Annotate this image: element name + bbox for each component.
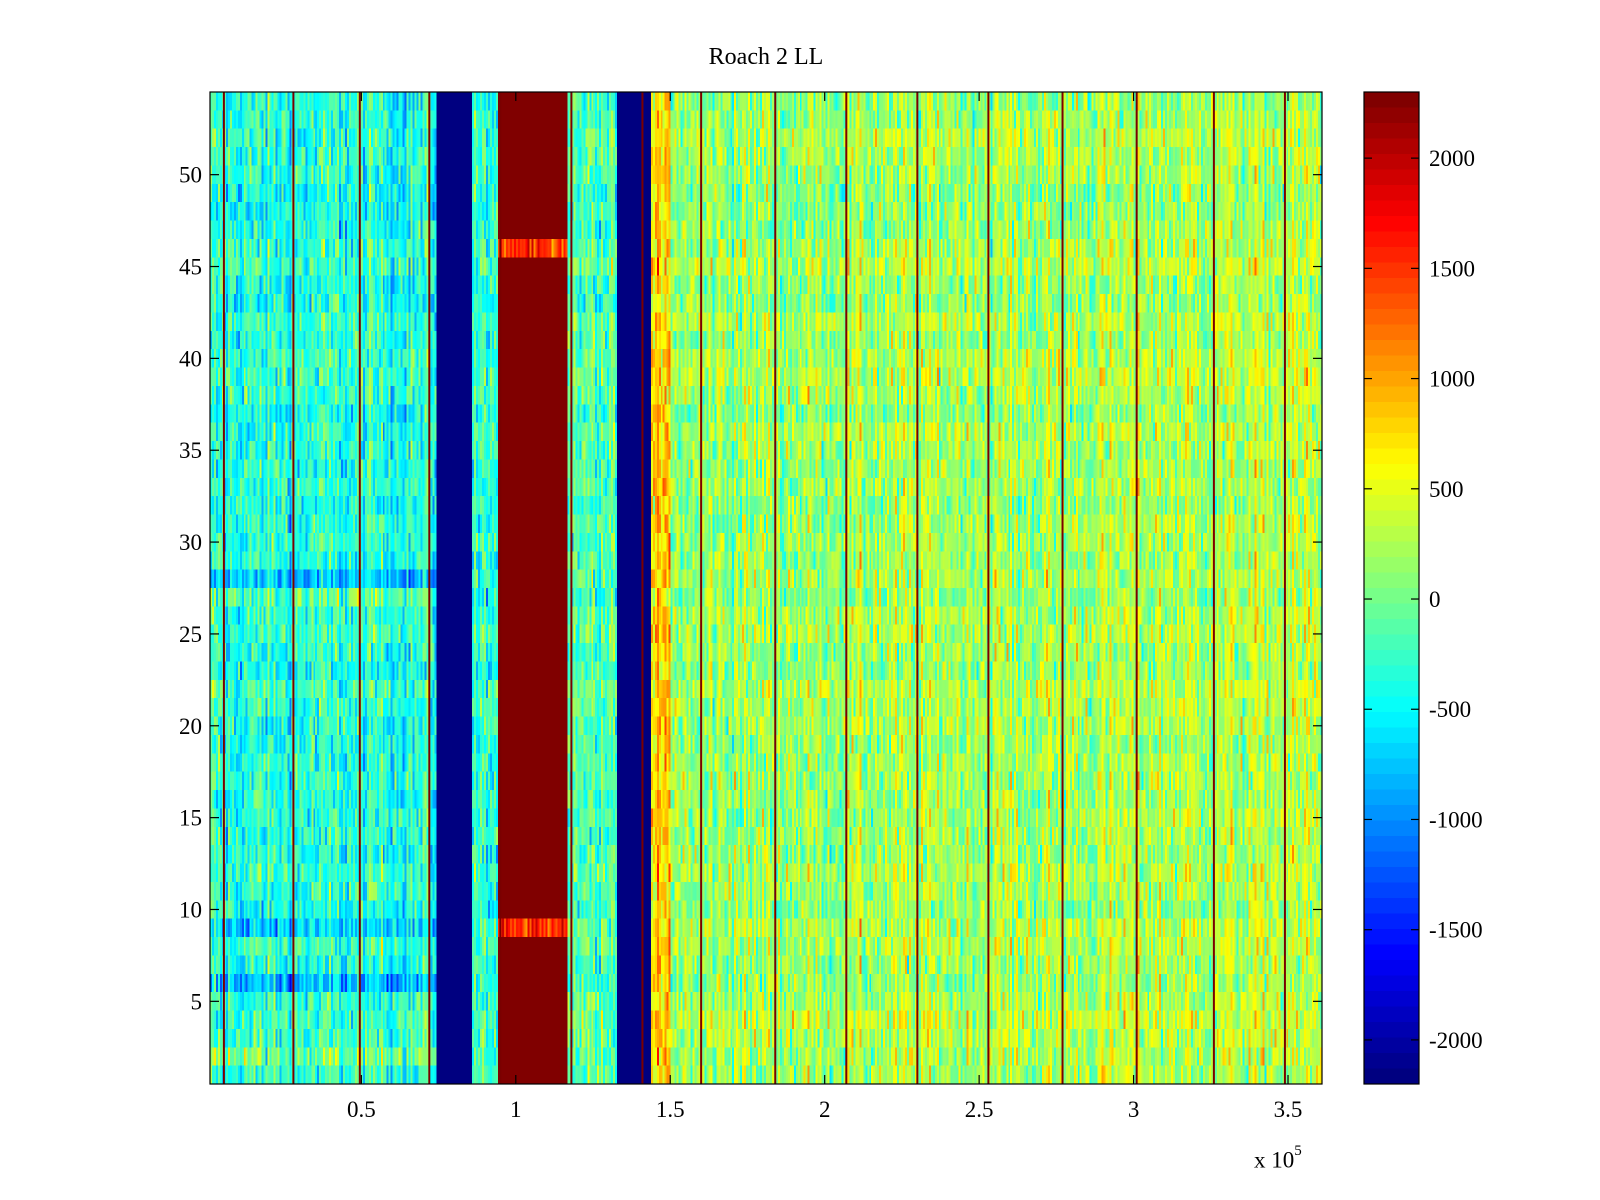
colorbar-tick-label: -2000	[1429, 1028, 1483, 1053]
colorbar-tick-label: -1000	[1429, 807, 1483, 832]
y-tick-label: 50	[179, 163, 202, 188]
y-tick-label: 30	[179, 530, 202, 555]
x-tick-label: 3.5	[1274, 1097, 1303, 1122]
y-tick-label: 25	[179, 622, 202, 647]
colorbar-tick-label: 500	[1429, 477, 1464, 502]
y-tick-label: 35	[179, 438, 202, 463]
y-tick-label: 40	[179, 346, 202, 371]
y-axis: 5 10 15 20 25 30 35 40 45 50	[179, 163, 1322, 1014]
x-tick-label: 2.5	[965, 1097, 994, 1122]
y-tick-label: 20	[179, 714, 202, 739]
colorbar-gradient	[1364, 92, 1419, 1084]
x-tick-label: 3	[1128, 1097, 1140, 1122]
colorbar-axis: -2000 -1500 -1000 -500 0 500 1000 1500 2000	[1364, 146, 1483, 1053]
x-exponent-power: 5	[1294, 1143, 1302, 1159]
x-axis: 0.5 1 1.5 2 2.5 3 3.5	[347, 92, 1302, 1122]
colorbar-tick-label: 1000	[1429, 367, 1475, 392]
y-tick-label: 10	[179, 897, 202, 922]
x-tick-label: 1.5	[656, 1097, 685, 1122]
x-tick-label: 2	[819, 1097, 831, 1122]
colorbar-tick-label: 2000	[1429, 146, 1475, 171]
x-exponent-base: x 10	[1254, 1147, 1295, 1173]
y-tick-label: 15	[179, 806, 202, 831]
colorbar-frame	[1363, 91, 1420, 1085]
heatmap-image	[210, 92, 1322, 1084]
plot-frame	[209, 91, 1323, 1085]
x-exponent-label: x 105	[1254, 1143, 1302, 1174]
colorbar-tick-label: 1500	[1429, 256, 1475, 281]
y-tick-label: 5	[191, 989, 203, 1014]
chart-title: Roach 2 LL	[708, 44, 824, 70]
hot-lines-layer	[222, 92, 1286, 1084]
colorbar-tick-label: 0	[1429, 587, 1441, 612]
x-tick-label: 0.5	[347, 1097, 376, 1122]
x-tick-label: 1	[510, 1097, 522, 1122]
y-tick-label: 45	[179, 255, 202, 280]
colorbar-tick-label: -1500	[1429, 918, 1483, 943]
colorbar-tick-label: -500	[1429, 697, 1471, 722]
